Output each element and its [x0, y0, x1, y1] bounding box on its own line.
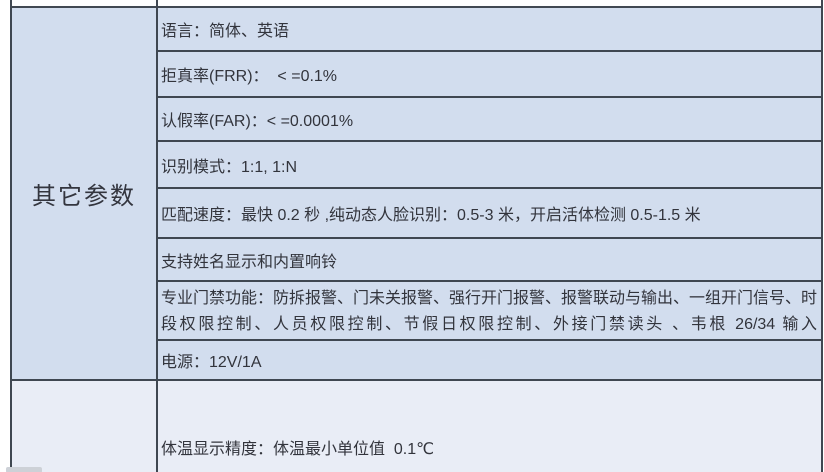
section-label-other-params: 其它参数: [12, 8, 158, 379]
spec-row-access-control: 专业门禁功能：防拆报警、门未关报警、强行开门报警、报警联动与输出、一组开门信号、…: [158, 280, 821, 339]
spec-row-recognition-mode: 识别模式：1:1, 1:N: [158, 140, 821, 187]
table-cutoff-label-cell: [12, 0, 158, 6]
spec-row-power: 电源：12V/1A: [158, 339, 821, 379]
spec-row-frr: 拒真率(FRR)： < =0.1%: [158, 50, 821, 96]
section-other-params: 其它参数 语言：简体、英语 拒真率(FRR)： < =0.1% 认假率(FAR)…: [12, 8, 821, 379]
temperature-content-cell: 体温显示精度：体温最小单位值 0.1℃ 体温测量误差：0.3~0.5℃ 体温测量…: [158, 381, 821, 472]
table-cutoff-row: [12, 0, 821, 8]
table-handle-artifact: [6, 467, 42, 472]
table-cutoff-content-cell: [158, 0, 821, 6]
temp-line-precision: 体温显示精度：体温最小单位值 0.1℃: [161, 441, 435, 458]
spec-row-name-display-bell: 支持姓名显示和内置响铃: [158, 237, 821, 280]
section-temperature: 体温监测 体温显示精度：体温最小单位值 0.1℃ 体温测量误差：0.3~0.5℃…: [12, 379, 821, 472]
spec-table: 其它参数 语言：简体、英语 拒真率(FRR)： < =0.1% 认假率(FAR)…: [10, 0, 823, 472]
section-label-temperature: 体温监测: [12, 381, 158, 472]
other-params-rows: 语言：简体、英语 拒真率(FRR)： < =0.1% 认假率(FAR)：< =0…: [158, 8, 821, 379]
spec-row-match-speed: 匹配速度：最快 0.2 秒 ,纯动态人脸识别：0.5-3 米，开启活体检测 0.…: [158, 187, 821, 237]
spec-row-language: 语言：简体、英语: [161, 23, 290, 40]
spec-row-far: 认假率(FAR)：< =0.0001%: [158, 96, 821, 140]
